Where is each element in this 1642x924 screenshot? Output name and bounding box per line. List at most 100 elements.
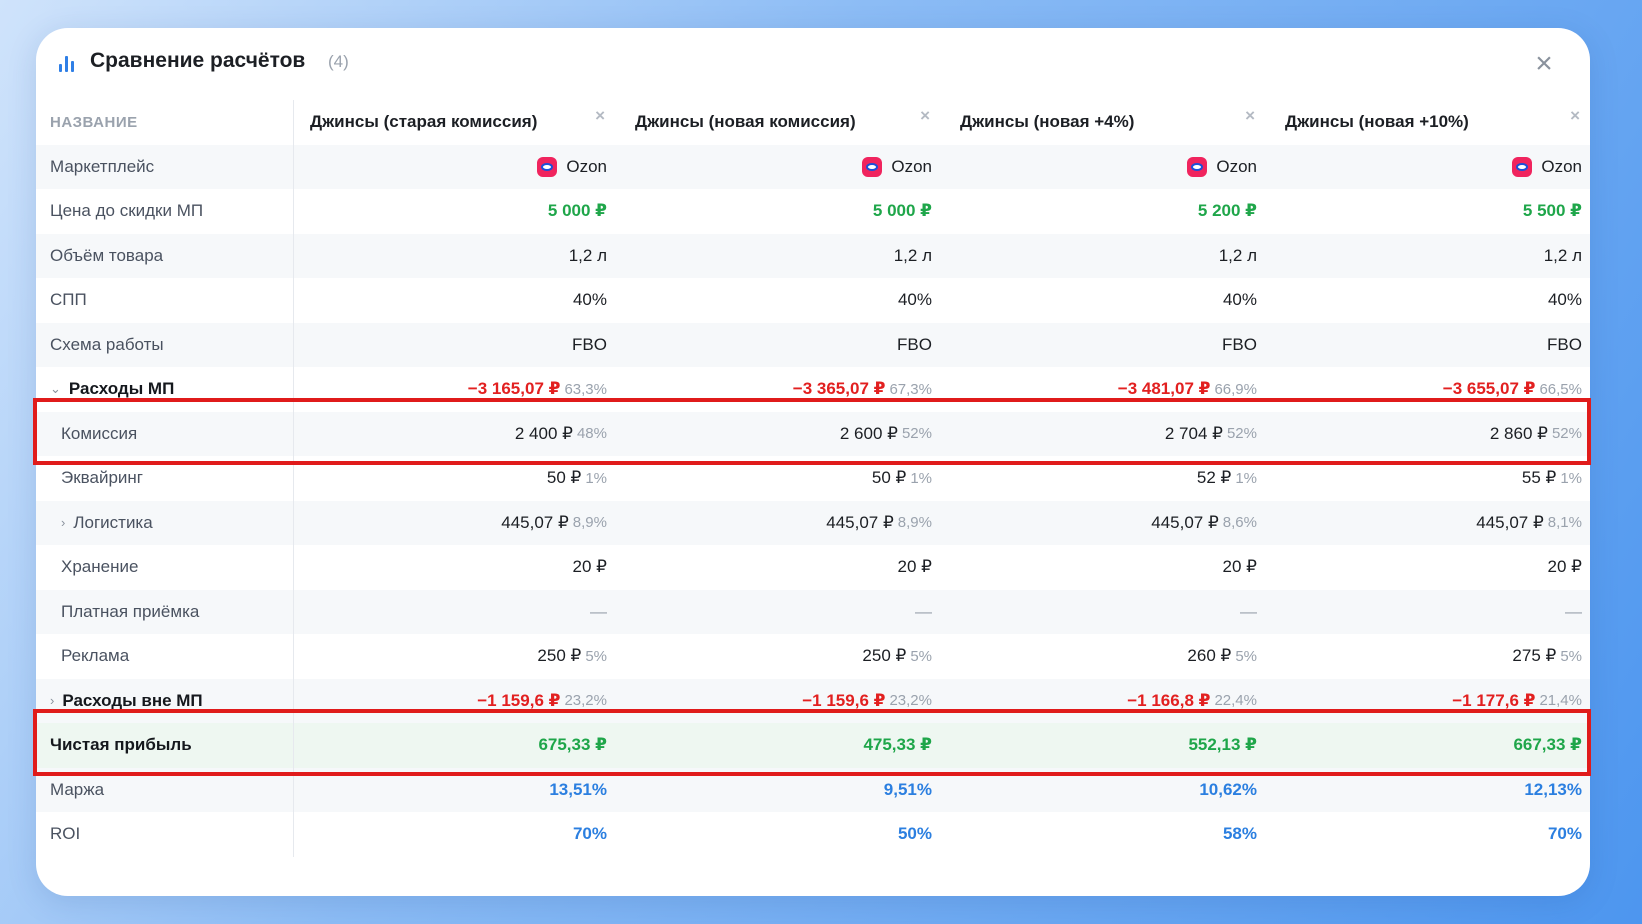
- cell-value: 250 ₽: [537, 646, 582, 666]
- row-label: Объём товара: [36, 233, 294, 278]
- ozon-logo-icon: [1512, 156, 1533, 177]
- cell-value: −3 165,07 ₽: [467, 379, 561, 399]
- row-label: Маржа: [36, 767, 294, 812]
- row-label: Схема работы: [36, 322, 294, 367]
- cell-percent: 66,9%: [1214, 380, 1257, 398]
- table-row: ROI 70% 50% 58% 70%: [36, 812, 1590, 857]
- table-cell: 40%: [1547, 290, 1582, 310]
- cell-percent: 48%: [576, 425, 607, 443]
- cell-percent: 23,2%: [564, 692, 607, 710]
- row-label-text: Расходы МП: [68, 379, 175, 399]
- row-label: ROI: [36, 812, 294, 857]
- table-row: Схема работы FBO FBO FBO FBO: [36, 322, 1590, 367]
- cell-value: 260 ₽: [1187, 646, 1232, 666]
- ozon-logo-icon: [537, 156, 558, 177]
- table-row[interactable]: ⌄ Расходы МП −3 165,07 ₽63,3% −3 365,07 ₽…: [36, 367, 1590, 412]
- card-header: Сравнение расчётов (4) ×: [36, 28, 1590, 100]
- row-label[interactable]: › Расходы вне МП: [36, 678, 294, 723]
- row-label: Эквайринг: [36, 456, 294, 501]
- column-header: Джинсы (старая комиссия) ×: [294, 100, 619, 145]
- cell-value: Ozon: [1541, 156, 1582, 176]
- chevron-right-icon[interactable]: ›: [61, 515, 66, 531]
- cell-value: 50 ₽: [871, 468, 907, 488]
- cell-value: 250 ₽: [862, 646, 907, 666]
- table-cell: 50%: [897, 824, 932, 844]
- table-cell: 5 000 ₽: [872, 201, 932, 221]
- table-cell: FBO: [572, 334, 607, 354]
- remove-column-icon[interactable]: ×: [1570, 106, 1580, 125]
- table-cell: 10,62%: [1199, 779, 1257, 799]
- cell-value: 2 600 ₽: [839, 423, 898, 443]
- table-cell: −3 655,07 ₽66,5%: [1269, 367, 1590, 412]
- table-cell: 50 ₽1%: [619, 456, 944, 501]
- cell-percent: 5%: [585, 647, 607, 665]
- table-cell: 1,2 л: [1543, 245, 1582, 265]
- table-cell: 52 ₽1%: [944, 456, 1269, 501]
- remove-column-icon[interactable]: ×: [1245, 106, 1255, 125]
- table-cell: FBO: [897, 334, 932, 354]
- chevron-right-icon[interactable]: ›: [50, 693, 55, 709]
- cell-percent: 52%: [1226, 425, 1257, 443]
- close-icon[interactable]: ×: [1535, 47, 1553, 80]
- table-row: СПП 40% 40% 40% 40%: [36, 278, 1590, 323]
- table-row: Комиссия 2 400 ₽48% 2 600 ₽52% 2 704 ₽52…: [36, 411, 1590, 457]
- cell-value: 2 860 ₽: [1489, 423, 1548, 443]
- remove-column-icon[interactable]: ×: [595, 106, 605, 125]
- column-header: Джинсы (новая комиссия) ×: [619, 100, 944, 145]
- table-cell: 250 ₽5%: [294, 634, 619, 679]
- table-cell: 70%: [1547, 824, 1582, 844]
- table-cell: −3 365,07 ₽67,3%: [619, 367, 944, 412]
- table-cell: 5 000 ₽: [547, 201, 607, 221]
- cell-percent: 1%: [910, 469, 932, 487]
- row-label: СПП: [36, 278, 294, 323]
- table-cell: 5 200 ₽: [1197, 201, 1257, 221]
- cell-value: −3 481,07 ₽: [1117, 379, 1211, 399]
- column-title: Джинсы (новая +10%): [1285, 112, 1469, 132]
- table-cell: 552,13 ₽: [1188, 735, 1257, 755]
- cell-percent: 52%: [1551, 425, 1582, 443]
- table-cell: −3 165,07 ₽63,3%: [294, 367, 619, 412]
- page-title: Сравнение расчётов: [90, 49, 306, 72]
- table-row: Платная приёмка — — — —: [36, 589, 1590, 634]
- table-cell: 2 704 ₽52%: [944, 412, 1269, 457]
- table-cell: 475,33 ₽: [863, 735, 932, 755]
- cell-value: −1 166,8 ₽: [1127, 690, 1211, 710]
- cell-percent: 8,9%: [897, 514, 932, 532]
- table-row: Объём товара 1,2 л 1,2 л 1,2 л 1,2 л: [36, 233, 1590, 278]
- cell-percent: 21,4%: [1539, 692, 1582, 710]
- cell-percent: 5%: [1235, 647, 1257, 665]
- row-label: Комиссия: [36, 411, 294, 456]
- table-cell: Ozon: [944, 145, 1269, 190]
- cell-percent: 5%: [1560, 647, 1582, 665]
- table-row: Реклама 250 ₽5% 250 ₽5% 260 ₽5% 275 ₽5%: [36, 634, 1590, 679]
- cell-value: 50 ₽: [546, 468, 582, 488]
- table-row[interactable]: › Логистика 445,07 ₽8,9% 445,07 ₽8,9% 445…: [36, 500, 1590, 545]
- table-cell: 2 600 ₽52%: [619, 412, 944, 457]
- chevron-down-icon[interactable]: ⌄: [50, 381, 61, 397]
- cell-value: 275 ₽: [1512, 646, 1557, 666]
- row-label: Чистая прибыль: [36, 723, 294, 768]
- table-row: Эквайринг 50 ₽1% 50 ₽1% 52 ₽1% 55 ₽1%: [36, 456, 1590, 501]
- table-cell: 50 ₽1%: [294, 456, 619, 501]
- table-cell: −1 159,6 ₽23,2%: [294, 679, 619, 724]
- table-cell: −1 159,6 ₽23,2%: [619, 679, 944, 724]
- table-row[interactable]: › Расходы вне МП −1 159,6 ₽23,2% −1 159,6…: [36, 678, 1590, 724]
- ozon-logo-icon: [1187, 156, 1208, 177]
- row-label[interactable]: › Логистика: [36, 500, 294, 545]
- table-cell: 667,33 ₽: [1513, 735, 1582, 755]
- column-title: Джинсы (старая комиссия): [310, 112, 538, 132]
- table-cell: 20 ₽: [897, 557, 932, 577]
- cell-value: 2 400 ₽: [514, 423, 573, 443]
- remove-column-icon[interactable]: ×: [920, 106, 930, 125]
- row-label: Хранение: [36, 545, 294, 590]
- row-label[interactable]: ⌄ Расходы МП: [36, 367, 294, 412]
- row-label-text: Расходы вне МП: [62, 690, 203, 710]
- table-cell: 55 ₽1%: [1269, 456, 1590, 501]
- comparison-card: Сравнение расчётов (4) × НАЗВАНИЕ Джинсы…: [36, 28, 1590, 896]
- table-cell: 20 ₽: [1547, 557, 1582, 577]
- table-cell: Ozon: [619, 145, 944, 190]
- ozon-logo-icon: [862, 156, 883, 177]
- column-header: Джинсы (новая +4%) ×: [944, 100, 1269, 145]
- table-row: Хранение 20 ₽ 20 ₽ 20 ₽ 20 ₽: [36, 545, 1590, 590]
- table-cell: 20 ₽: [1222, 557, 1257, 577]
